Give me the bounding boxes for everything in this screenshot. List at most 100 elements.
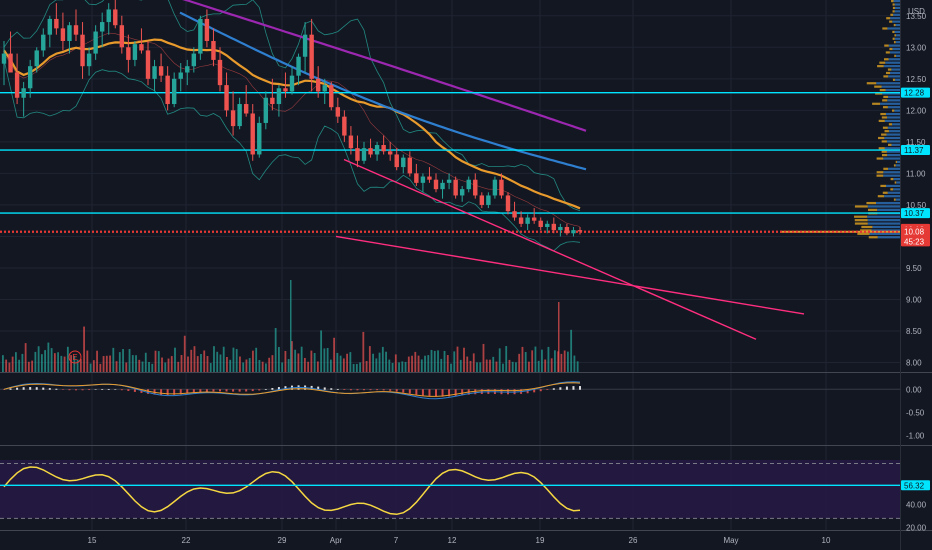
volume-bar-10 [34, 351, 37, 372]
horizontal-levels[interactable] [0, 91, 900, 233]
volume-bar-143 [466, 356, 469, 372]
profile-bar-gold-24 [866, 82, 877, 85]
earnings-marker[interactable]: E [68, 350, 82, 364]
candle-body-85 [558, 226, 563, 231]
volume-bar-47 [154, 350, 157, 372]
volume-bar-151 [492, 356, 495, 372]
volume-bar-169 [550, 358, 553, 372]
last-price-text: 10.08 [904, 227, 925, 236]
profile-bar-gold-23 [892, 78, 895, 81]
macd-hist-69 [454, 389, 457, 396]
macd-tick-label-0: 0.00 [906, 385, 922, 394]
profile-bar-blue-28 [888, 95, 900, 99]
volume-bar-157 [511, 361, 514, 372]
volume-bar-135 [440, 358, 443, 372]
profile-bar-gold-39 [881, 133, 887, 136]
volume-bar-25 [83, 326, 85, 372]
macd-hist-84 [552, 388, 555, 390]
price-tick-label-10: 8.50 [906, 327, 922, 336]
time-tick-label-9: 10 [822, 536, 831, 545]
bb-lower [3, 59, 581, 252]
macd-hist-10 [68, 389, 71, 391]
candle-body-60 [394, 154, 399, 168]
volume-bar-150 [489, 359, 491, 372]
macd-hist-30 [199, 389, 202, 393]
volume-bar-51 [167, 358, 170, 372]
macd-hist-36 [238, 389, 241, 392]
volume-bar-68 [222, 346, 225, 372]
macd-hist-55 [363, 389, 365, 391]
volume-bar-7 [24, 343, 27, 372]
profile-bar-blue-27 [882, 92, 900, 95]
candle-body-28 [185, 66, 190, 73]
volume-bar-65 [213, 346, 215, 372]
candle-body-2 [14, 72, 20, 98]
profile-bar-gold-8 [882, 27, 888, 30]
volume-bars [2, 280, 579, 372]
volume-bar-16 [53, 353, 56, 372]
candle-body-0 [1, 53, 7, 64]
candle-body-83 [545, 223, 550, 227]
candle-body-29 [191, 53, 197, 67]
volume-bar-121 [394, 354, 397, 372]
volume-bar-146 [476, 362, 478, 372]
volume-bar-125 [407, 356, 410, 372]
volume-bar-124 [404, 361, 407, 372]
profile-bar-blue-60 [867, 205, 900, 208]
volume-bar-155 [505, 346, 508, 372]
macd-hist-72 [474, 389, 477, 395]
macd-hist-59 [389, 389, 392, 391]
volume-bar-58 [190, 349, 193, 372]
macd-hist-24 [160, 389, 163, 396]
profile-bar-blue-39 [886, 133, 900, 136]
volume-bar-102 [333, 337, 336, 372]
macd-hist-7 [48, 388, 51, 390]
candle-body-77 [505, 195, 511, 212]
macd-hist-52 [343, 389, 346, 390]
profile-bar-gold-42 [888, 143, 892, 146]
profile-bar-blue-9 [894, 30, 900, 34]
profile-bar-blue-33 [885, 112, 900, 116]
volume-bar-48 [157, 351, 160, 372]
volume-bar-19 [63, 356, 66, 372]
candle-body-40 [263, 97, 269, 123]
rsi-line [3, 466, 581, 516]
volume-bar-29 [96, 350, 98, 372]
volume-bar-77 [252, 350, 254, 372]
volume-bar-83 [271, 355, 274, 372]
volume-bar-28 [92, 360, 95, 372]
volume-bar-128 [417, 355, 420, 372]
profile-bar-blue-29 [887, 99, 900, 102]
profile-bar-gold-26 [879, 88, 886, 92]
profile-bar-blue-56 [887, 191, 900, 194]
time-tick-label-5: 12 [448, 536, 457, 545]
volume-bar-140 [456, 346, 459, 372]
volume-bar-109 [355, 363, 358, 372]
macd-hist-31 [205, 389, 208, 392]
candle-body-34 [224, 85, 229, 111]
candle-body-46 [302, 34, 308, 57]
volume-bar-92 [300, 346, 303, 372]
volume-bar-38 [125, 362, 128, 372]
profile-bar-gold-52 [890, 177, 894, 181]
volume-bar-50 [164, 362, 167, 372]
profile-bar-blue-12 [895, 41, 900, 44]
bb-upper [3, 0, 581, 212]
volume-bar-107 [349, 352, 352, 372]
macd-tick-label-1: -0.50 [906, 408, 925, 417]
downtrend-channel[interactable] [335, 158, 805, 340]
macd-hist-37 [245, 389, 248, 392]
profile-bar-gold-29 [882, 99, 888, 102]
profile-bar-gold-44 [881, 150, 887, 153]
macd-hist-65 [428, 389, 431, 397]
volume-bar-161 [524, 352, 527, 372]
volume-bar-132 [430, 349, 433, 372]
candle-body-57 [374, 145, 380, 155]
volume-bar-114 [372, 353, 374, 372]
macd-hist-58 [382, 389, 385, 391]
rsi-band-fill [0, 460, 900, 519]
volume-bar-6 [21, 353, 24, 372]
volume-bar-145 [472, 353, 475, 372]
